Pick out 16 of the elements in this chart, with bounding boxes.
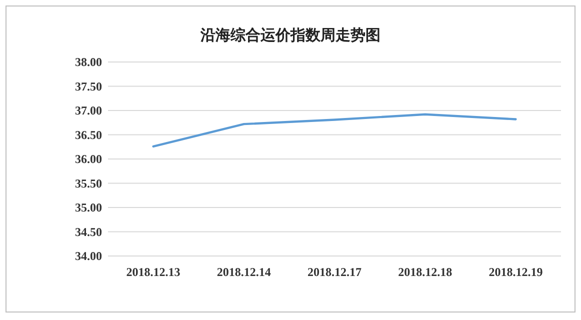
y-tick-label: 34.00 <box>75 249 102 264</box>
y-tick-label: 36.00 <box>75 152 102 166</box>
x-tick-label: 2018.12.14 <box>216 265 271 279</box>
y-tick-label: 34.50 <box>75 224 102 239</box>
y-tick-label: 37.50 <box>75 79 102 94</box>
chart-title: 沿海综合运价指数周走势图 <box>200 27 380 44</box>
x-tick-label: 2018.12.19 <box>488 265 543 279</box>
y-tick-label: 38.00 <box>75 55 102 70</box>
x-tick-label: 2018.12.13 <box>126 265 180 279</box>
y-tick-label: 37.00 <box>75 104 102 118</box>
x-tick-label: 2018.12.18 <box>398 265 452 279</box>
x-tick-label: 2018.12.17 <box>308 265 362 279</box>
line-series <box>152 113 517 148</box>
y-tick-label: 35.50 <box>75 176 102 190</box>
y-tick-label: 36.50 <box>75 128 102 142</box>
y-tick-label: 35.00 <box>75 200 102 215</box>
